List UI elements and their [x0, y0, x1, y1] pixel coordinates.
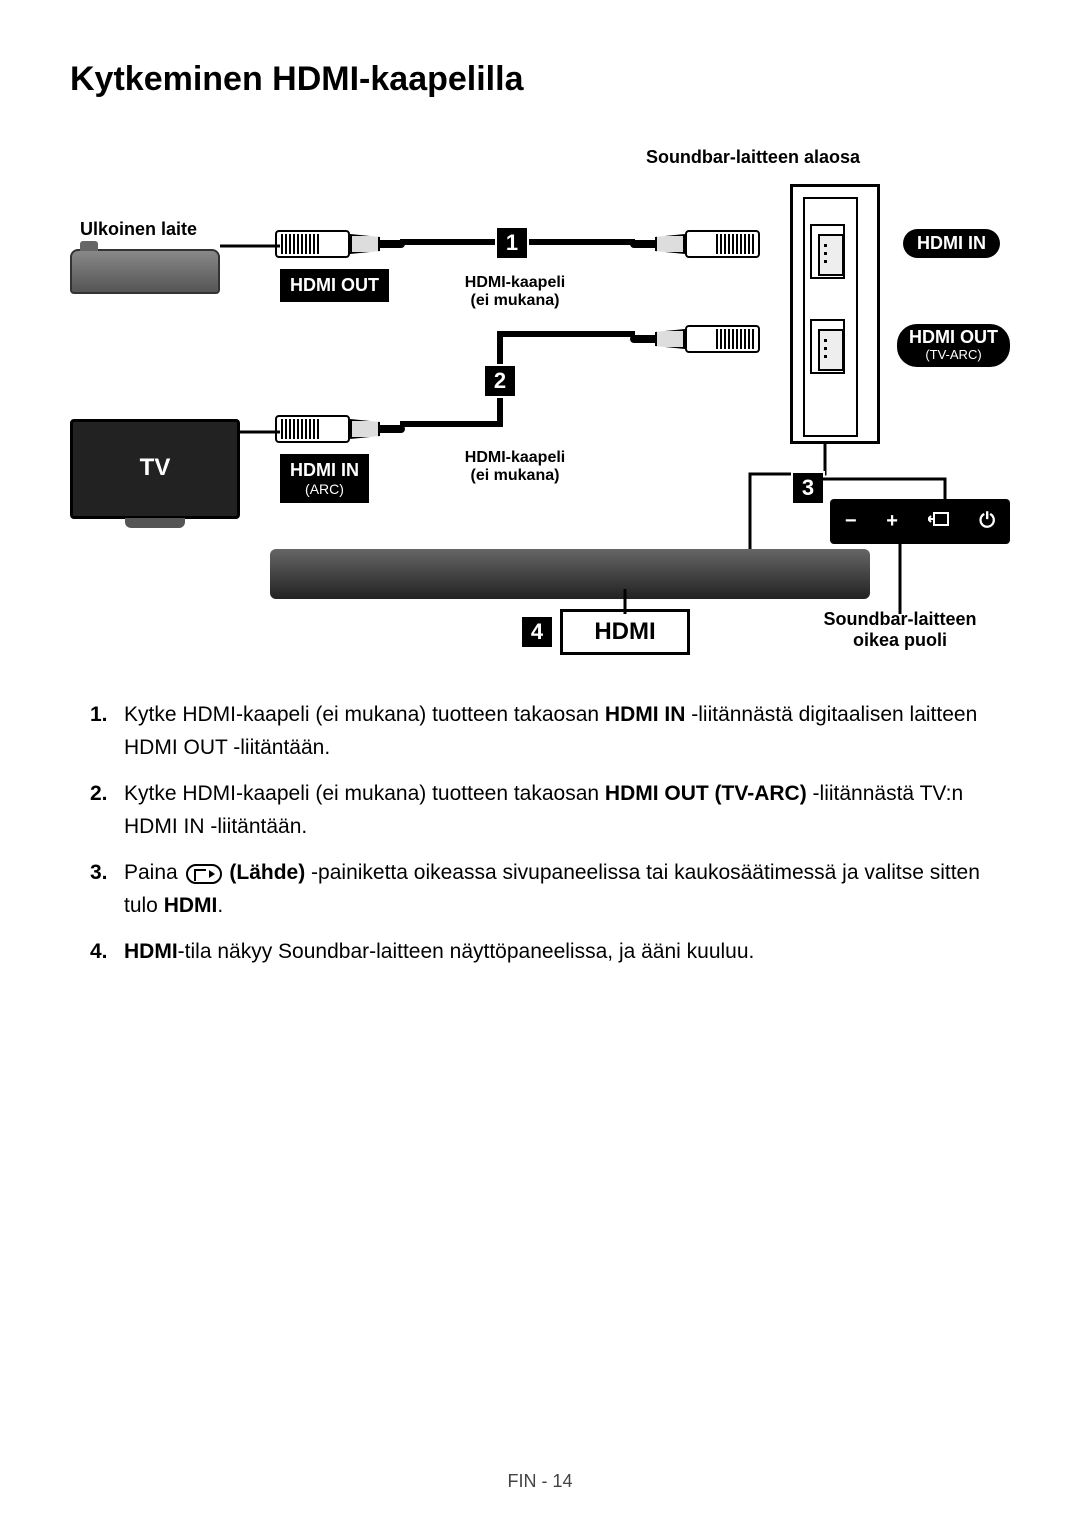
- badge-2: 2: [483, 364, 517, 398]
- step-3-bold2: HDMI: [164, 894, 218, 917]
- instruction-list: 1. Kytke HDMI-kaapeli (ei mukana) tuotte…: [70, 699, 1010, 969]
- side-label-l2: oikea puoli: [853, 630, 947, 650]
- step-3-pre: Paina: [124, 861, 184, 884]
- step-3-num: 3.: [90, 857, 108, 890]
- step-4-num: 4.: [90, 936, 108, 969]
- soundbar-bottom-label: Soundbar-laitteen alaosa: [646, 147, 860, 168]
- vol-down-icon: −: [845, 510, 857, 533]
- hdmi-out-port: [810, 319, 845, 374]
- hdmi-in-port: [810, 224, 845, 279]
- page-footer: FIN - 14: [0, 1471, 1080, 1492]
- power-icon: ⏻: [979, 510, 995, 533]
- hdmi-in-pill: HDMI IN: [903, 229, 1000, 258]
- soundbar-right-side-label: Soundbar-laitteen oikea puoli: [800, 609, 1000, 651]
- hdmi-plug-2-left: [275, 409, 405, 449]
- hdmi-in-arc-line1: HDMI IN: [290, 460, 359, 480]
- hdmi-out-pill-text: HDMI OUT: [909, 327, 998, 347]
- external-device-label: Ulkoinen laite: [80, 219, 197, 240]
- cable2-label: HDMI-kaapeli (ei mukana): [440, 449, 590, 485]
- step-2: 2. Kytke HDMI-kaapeli (ei mukana) tuotte…: [90, 778, 990, 843]
- step-2-bold: HDMI OUT (TV-ARC): [605, 782, 807, 805]
- soundbar-body: [270, 549, 870, 599]
- source-icon: [928, 510, 950, 528]
- vol-up-icon: +: [886, 510, 898, 533]
- cable1-line1: HDMI-kaapeli: [465, 274, 565, 291]
- hdmi-out-pill-sub: (TV-ARC): [909, 348, 998, 361]
- step-3: 3. Paina (Lähde) -painiketta oikeassa si…: [90, 857, 990, 922]
- soundbar-bottom-panel: [790, 184, 880, 444]
- badge-1: 1: [495, 226, 529, 260]
- hdmi-out-tvarc-pill: HDMI OUT (TV-ARC): [897, 324, 1010, 367]
- step-1: 1. Kytke HDMI-kaapeli (ei mukana) tuotte…: [90, 699, 990, 764]
- step-2-num: 2.: [90, 778, 108, 811]
- soundbar-side-panel: − + ⏻: [830, 499, 1010, 544]
- hdmi-mode-display: HDMI: [560, 609, 690, 655]
- cable1-label: HDMI-kaapeli (ei mukana): [440, 274, 590, 310]
- cable2-line1: HDMI-kaapeli: [465, 449, 565, 466]
- hdmi-plug-2-right: [630, 319, 760, 359]
- step-2-pre: Kytke HDMI-kaapeli (ei mukana) tuotteen …: [124, 782, 605, 805]
- step-1-bold: HDMI IN: [605, 703, 686, 726]
- hdmi-out-box-label: HDMI OUT: [280, 269, 389, 302]
- connection-diagram: Soundbar-laitteen alaosa HDMI IN HDMI OU…: [70, 129, 1010, 669]
- badge-4: 4: [520, 615, 554, 649]
- hdmi-plug-1-right: [630, 224, 760, 264]
- external-device-icon: [70, 249, 220, 294]
- step-4-bold: HDMI: [124, 940, 178, 963]
- badge-3: 3: [791, 471, 825, 505]
- cable2-line2: (ei mukana): [471, 467, 560, 484]
- step-1-pre: Kytke HDMI-kaapeli (ei mukana) tuotteen …: [124, 703, 605, 726]
- hdmi-in-arc-box-label: HDMI IN (ARC): [280, 454, 369, 503]
- step-3-bold: (Lähde): [224, 861, 306, 884]
- step-4-post: -tila näkyy Soundbar-laitteen näyttöpane…: [178, 940, 755, 963]
- source-icon-inline: [186, 864, 222, 884]
- tv-label: TV: [70, 454, 240, 482]
- hdmi-plug-1-left: [275, 224, 405, 264]
- hdmi-in-arc-line2: (ARC): [290, 481, 359, 497]
- page-title: Kytkeminen HDMI-kaapelilla: [70, 60, 1010, 99]
- side-label-l1: Soundbar-laitteen: [823, 609, 976, 629]
- step-4: 4. HDMI-tila näkyy Soundbar-laitteen näy…: [90, 936, 990, 969]
- step-1-num: 1.: [90, 699, 108, 732]
- step-3-post: .: [217, 894, 223, 917]
- cable1-line2: (ei mukana): [471, 292, 560, 309]
